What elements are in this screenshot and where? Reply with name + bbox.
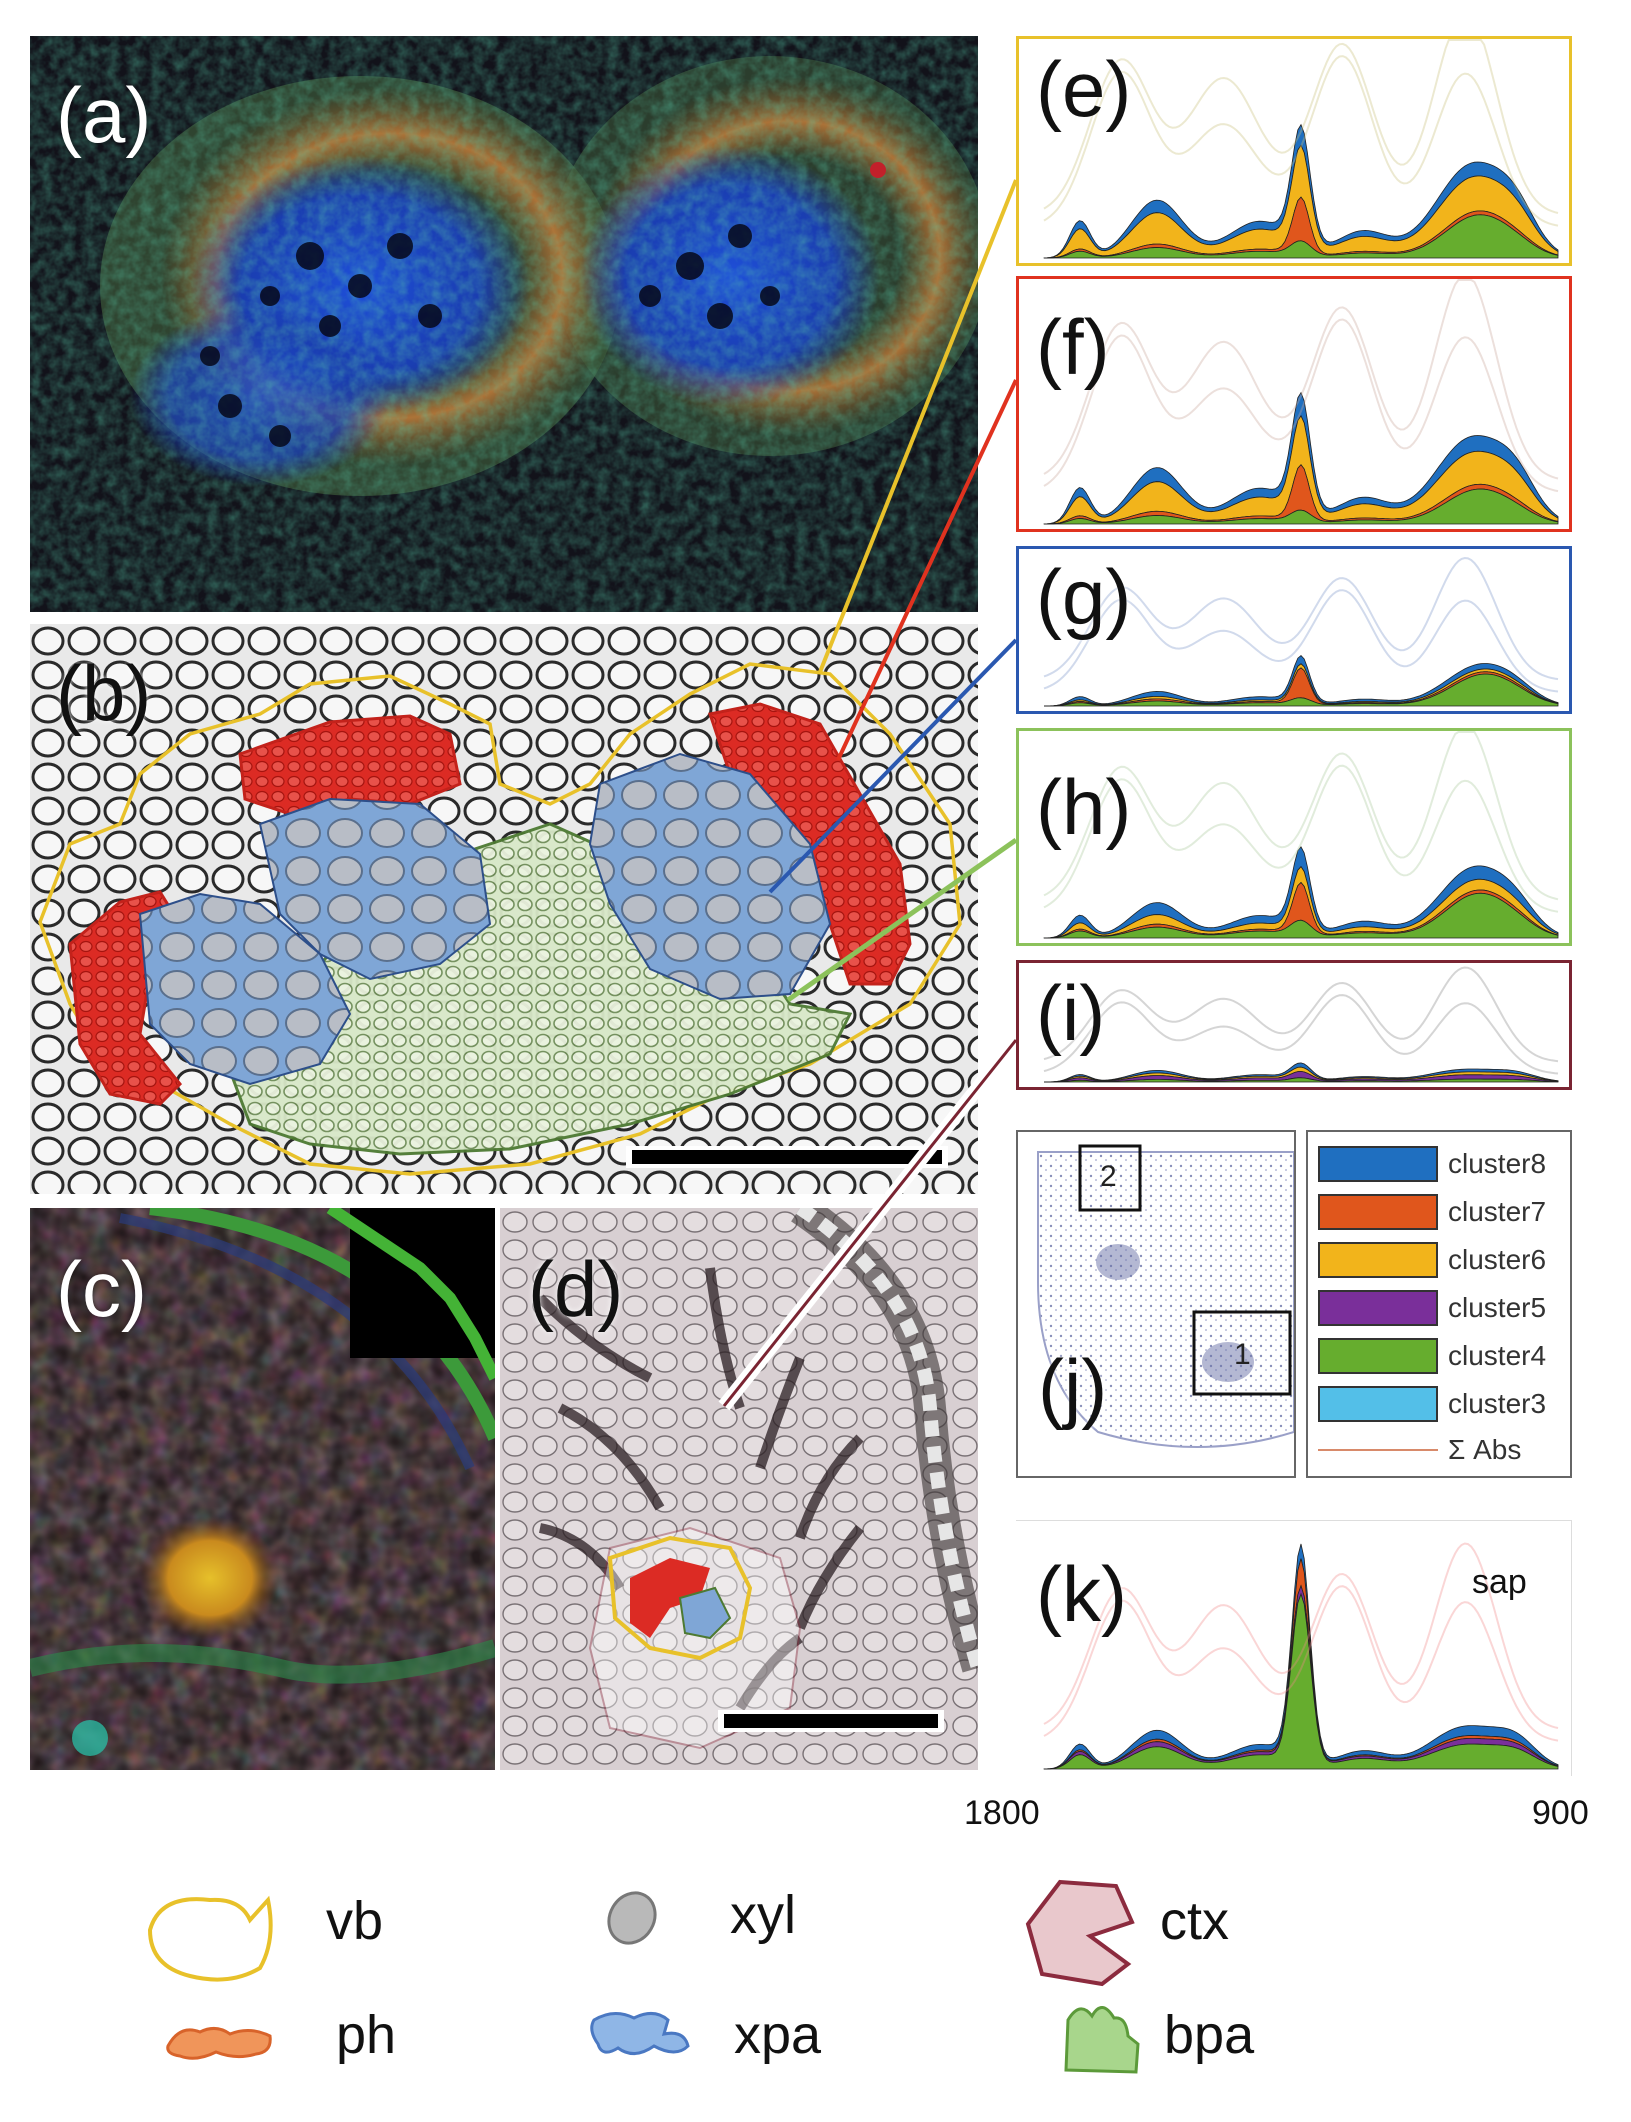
ctx-legend-label: ctx	[1160, 1891, 1230, 1951]
vb-legend-label: vb	[326, 1891, 384, 1951]
legend-label-cluster3: cluster3	[1448, 1388, 1547, 1419]
swatch-cluster4	[1318, 1338, 1438, 1374]
ph-legend-icon	[166, 2027, 272, 2060]
xyl-legend-label: xyl	[730, 1885, 796, 1945]
panel-label-f: (f)	[1036, 303, 1110, 391]
roi-box-2-label: 2	[1100, 1160, 1117, 1193]
trace-line-0	[1043, 39, 1559, 214]
swatch-cluster8	[1318, 1146, 1438, 1182]
spectrum-k-svg	[1043, 1542, 1559, 1770]
scale-bar-d	[724, 1714, 938, 1728]
panel-label-i: (i)	[1036, 969, 1106, 1057]
ph-legend-label: ph	[336, 2005, 397, 2065]
panel-label-j: (j)	[1038, 1343, 1108, 1431]
panel-label-a: (a)	[56, 71, 152, 159]
swatch-cluster3	[1318, 1386, 1438, 1422]
area-cluster4	[1044, 488, 1559, 525]
trace-line-1	[1043, 55, 1559, 227]
axis-tick-900: 900	[1532, 1794, 1589, 1832]
trace-line-1	[1043, 764, 1559, 913]
legend-label-cluster8: cluster8	[1448, 1148, 1547, 1179]
panel-frame	[1016, 36, 1572, 266]
trace-line-1	[1043, 994, 1559, 1075]
panel-frame	[1016, 546, 1572, 714]
legend-cluster6: cluster6	[1318, 1240, 1546, 1280]
panel-frame	[1016, 960, 1572, 1090]
spectrum-panel-h: (h)	[1016, 728, 1572, 946]
spectrum-h-svg	[1016, 728, 1572, 946]
panel-frame	[1016, 276, 1572, 532]
trace-line-1	[1043, 1585, 1559, 1742]
legend-label-cluster5: cluster5	[1448, 1292, 1547, 1323]
swatch-cluster5	[1318, 1290, 1438, 1326]
xpa-legend-icon	[590, 2012, 690, 2055]
spectrum-f-svg	[1016, 276, 1572, 532]
panel-label-k: (k)	[1036, 1550, 1127, 1638]
legend-cluster5: cluster5	[1318, 1288, 1546, 1328]
panel-label-c: (c)	[56, 1245, 147, 1333]
trace-line-1	[1043, 318, 1559, 493]
panel-d-image: (d)	[500, 1208, 978, 1770]
spectrum-g-svg	[1016, 546, 1572, 714]
legend-cluster8: cluster8	[1318, 1144, 1546, 1184]
trace-line-0	[1043, 279, 1559, 480]
roi-box-1	[1192, 1310, 1292, 1396]
panel-label-g: (g)	[1036, 553, 1132, 641]
panel-label-d: (d)	[528, 1245, 624, 1333]
sap-label: sap	[1472, 1563, 1527, 1601]
trace-line-0	[1043, 731, 1559, 901]
panel-label-e: (e)	[1036, 45, 1132, 133]
bpa-legend-icon	[1064, 2006, 1140, 2074]
panel-label-h: (h)	[1036, 763, 1132, 851]
area-cluster4	[1044, 1077, 1559, 1083]
trace-line-0	[1043, 1542, 1559, 1729]
legend-cluster3: cluster3	[1318, 1384, 1546, 1424]
panel-j-overview: 2 1 (j)	[1016, 1130, 1296, 1478]
panel-b-image: (b)	[30, 624, 978, 1194]
panel-c-image: (c)	[30, 1208, 495, 1770]
swatch-sum-abs	[1318, 1449, 1438, 1451]
legend-label-cluster4: cluster4	[1448, 1340, 1547, 1371]
panel-label-b: (b)	[56, 649, 152, 737]
trace-line-0	[1043, 966, 1559, 1063]
trace-line-1	[1043, 589, 1559, 693]
spectrum-panel-i: (i)	[1016, 960, 1572, 1090]
spectrum-panel-g: (g)	[1016, 546, 1572, 714]
legend-sum-abs: Σ Abs	[1318, 1430, 1521, 1470]
spectrum-panel-e: (e)	[1016, 36, 1572, 266]
legend-label-cluster6: cluster6	[1448, 1244, 1547, 1275]
roi-box-1-label: 1	[1234, 1338, 1251, 1371]
xpa-legend-label: xpa	[734, 2005, 822, 2065]
xyl-legend-icon	[607, 1891, 657, 1945]
ctx-legend-icon	[1025, 1879, 1135, 1987]
spectrum-panel-k: (k) sap	[1016, 1520, 1572, 1776]
spectrum-e-svg	[1016, 36, 1572, 266]
scale-bar-b	[632, 1150, 942, 1164]
legend-label-sum-abs: Σ Abs	[1448, 1434, 1522, 1465]
cluster-legend: cluster8 cluster7 cluster6 cluster5 clus…	[1306, 1130, 1572, 1478]
roi-box-2	[1078, 1144, 1142, 1212]
area-cluster4	[1044, 892, 1559, 939]
legend-cluster7: cluster7	[1318, 1192, 1546, 1232]
swatch-cluster6	[1318, 1242, 1438, 1278]
legend-label-cluster7: cluster7	[1448, 1196, 1547, 1227]
axis-tick-1800: 1800	[964, 1794, 1040, 1832]
legend-cluster4: cluster4	[1318, 1336, 1546, 1376]
area-cluster4	[1044, 214, 1559, 259]
panel-frame	[1016, 728, 1572, 946]
spectrum-i-svg	[1016, 960, 1572, 1090]
area-cluster4	[1044, 673, 1559, 707]
bpa-legend-label: bpa	[1164, 2005, 1255, 2065]
trace-line-0	[1043, 556, 1559, 681]
spectrum-panel-f: (f)	[1016, 276, 1572, 532]
panel-a-image: (a)	[30, 36, 978, 612]
vb-legend-icon	[147, 1895, 273, 1982]
swatch-cluster7	[1318, 1194, 1438, 1230]
area-cluster4	[1043, 1592, 1559, 1770]
